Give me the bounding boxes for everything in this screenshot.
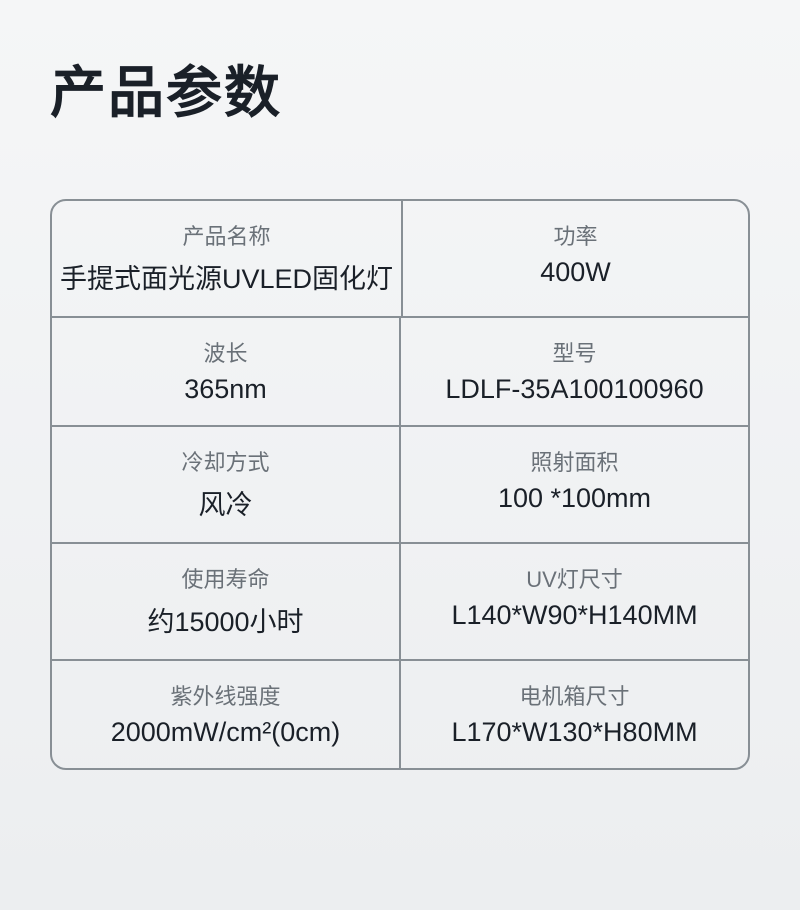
spec-label: 电机箱尺寸 — [409, 679, 740, 711]
spec-cell: 使用寿命 约15000小时 — [52, 544, 401, 659]
spec-value: L170*W130*H80MM — [409, 717, 740, 748]
table-row: 冷却方式 风冷 照射面积 100 *100mm — [52, 427, 748, 544]
table-row: 产品名称 手提式面光源UVLED固化灯 功率 400W — [52, 201, 748, 318]
table-row: 使用寿命 约15000小时 UV灯尺寸 L140*W90*H140MM — [52, 544, 748, 661]
spec-label: 紫外线强度 — [60, 679, 391, 711]
spec-value: 100 *100mm — [409, 483, 740, 514]
spec-cell: UV灯尺寸 L140*W90*H140MM — [401, 544, 748, 659]
spec-label: 冷却方式 — [60, 445, 391, 477]
spec-value: 风冷 — [60, 483, 391, 522]
spec-value: 400W — [411, 257, 740, 288]
spec-label: 功率 — [411, 219, 740, 251]
spec-label: 型号 — [409, 336, 740, 368]
spec-label: 照射面积 — [409, 445, 740, 477]
spec-value: LDLF-35A100100960 — [409, 374, 740, 405]
spec-value: 2000mW/cm²(0cm) — [60, 717, 391, 748]
page-title: 产品参数 — [0, 0, 800, 129]
spec-label: 使用寿命 — [60, 562, 391, 594]
spec-cell: 功率 400W — [403, 201, 748, 316]
spec-cell: 冷却方式 风冷 — [52, 427, 401, 542]
spec-cell: 波长 365nm — [52, 318, 401, 425]
table-row: 波长 365nm 型号 LDLF-35A100100960 — [52, 318, 748, 427]
spec-value: 365nm — [60, 374, 391, 405]
spec-cell: 产品名称 手提式面光源UVLED固化灯 — [52, 201, 403, 316]
spec-value: 约15000小时 — [60, 600, 391, 639]
spec-cell: 电机箱尺寸 L170*W130*H80MM — [401, 661, 748, 768]
spec-label: 波长 — [60, 336, 391, 368]
spec-cell: 紫外线强度 2000mW/cm²(0cm) — [52, 661, 401, 768]
spec-label: UV灯尺寸 — [409, 562, 740, 594]
table-row: 紫外线强度 2000mW/cm²(0cm) 电机箱尺寸 L170*W130*H8… — [52, 661, 748, 768]
spec-value: 手提式面光源UVLED固化灯 — [60, 257, 393, 296]
spec-cell: 型号 LDLF-35A100100960 — [401, 318, 748, 425]
spec-cell: 照射面积 100 *100mm — [401, 427, 748, 542]
spec-label: 产品名称 — [60, 219, 393, 251]
spec-value: L140*W90*H140MM — [409, 600, 740, 631]
spec-table: 产品名称 手提式面光源UVLED固化灯 功率 400W 波长 365nm 型号 … — [50, 199, 750, 770]
